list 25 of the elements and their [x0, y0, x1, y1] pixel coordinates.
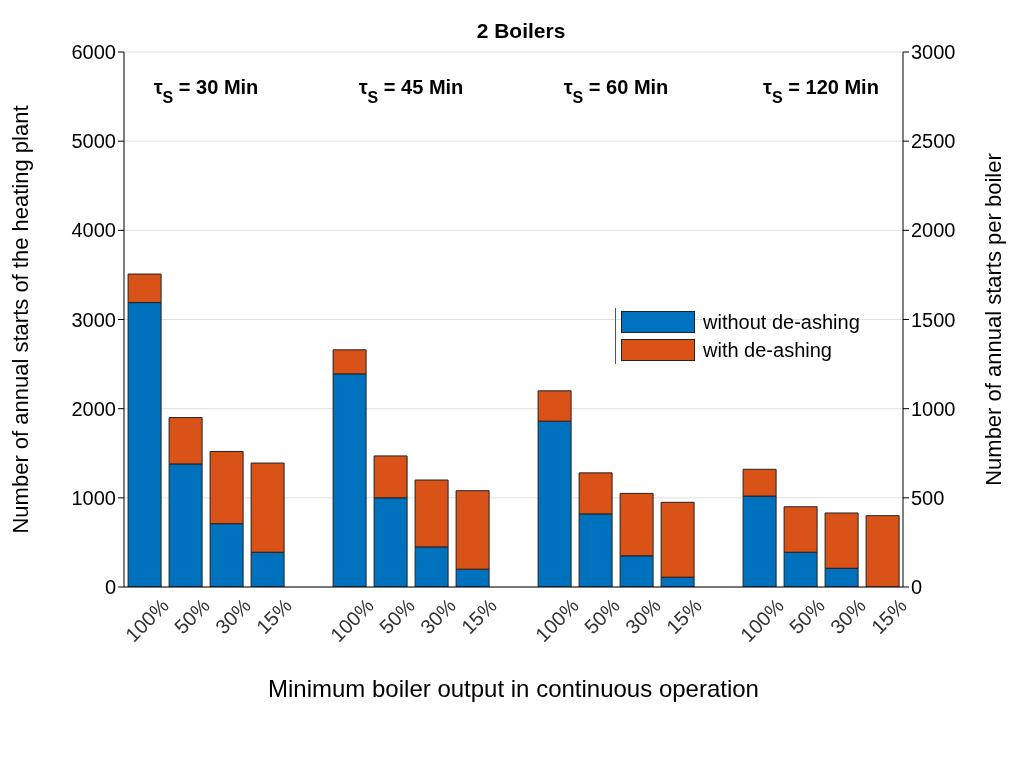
- y-axis-title: Number of annual starts of the heating plant: [7, 105, 33, 534]
- chart-title: 2 Boilers: [476, 19, 566, 42]
- x-axis-title: Minimum boiler output in continuous operation: [268, 675, 759, 702]
- y-tick-label: 5000: [71, 130, 116, 153]
- annotation: τ$_{S}$ = 60 Min: [563, 76, 669, 106]
- annotation: τ$_{S}$ = 120 Min: [763, 76, 879, 106]
- y-tick-label: 2000: [71, 397, 116, 420]
- y2-tick-label: 2500: [911, 130, 956, 153]
- y2-tick-label: 1500: [911, 308, 956, 331]
- legend-label: without de-ashing: [703, 310, 860, 334]
- annotation: τ$_{S}$ = 30 Min: [153, 76, 259, 106]
- y2-axis-title: Number of annual starts per boiler: [980, 153, 1006, 486]
- bar: [865, 515, 900, 587]
- y-tick-label: 3000: [71, 308, 116, 331]
- y-tick-label: 0: [104, 576, 116, 599]
- y-tick-label: 4000: [71, 219, 116, 242]
- y2-tick-label: 500: [911, 486, 945, 509]
- y2-tick-label: 3000: [911, 41, 956, 64]
- y2-tick-label: 2000: [911, 219, 956, 242]
- legend-label: with de-ashing: [703, 338, 832, 362]
- y2-tick-label: 0: [911, 576, 923, 599]
- y-tick-label: 1000: [71, 486, 116, 509]
- y2-tick-label: 1000: [911, 397, 956, 420]
- y-tick-label: 6000: [71, 41, 116, 64]
- annotation: τ$_{S}$ = 45 Min: [358, 76, 464, 106]
